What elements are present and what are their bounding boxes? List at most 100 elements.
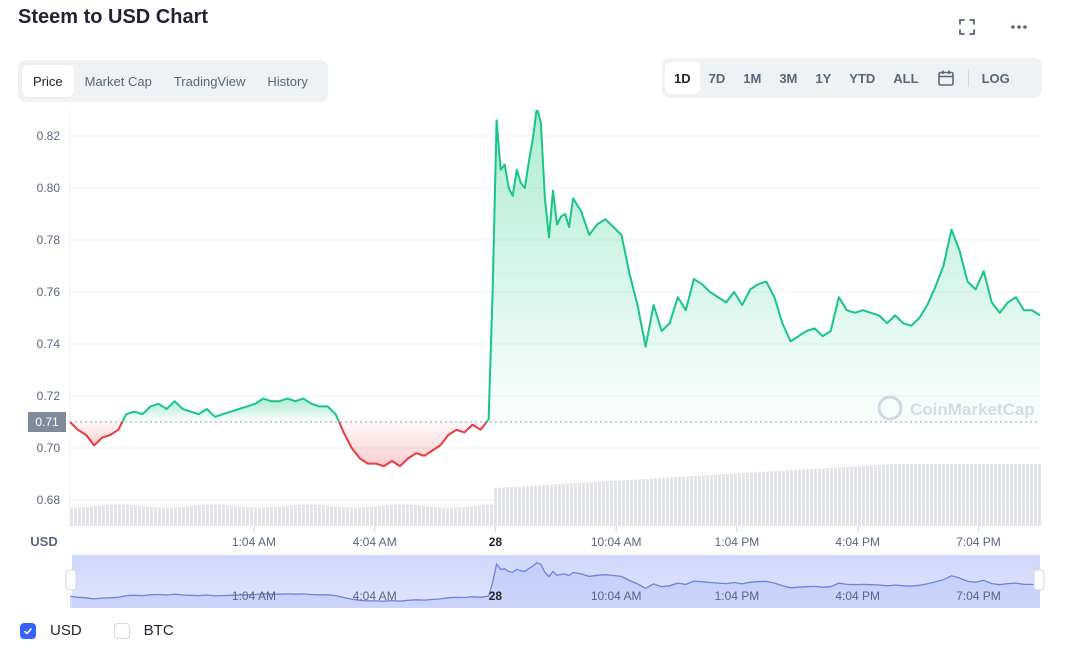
range-3m[interactable]: 3M (779, 70, 798, 86)
volume-bar (182, 506, 185, 526)
volume-bar (634, 479, 637, 526)
volume-bar (306, 504, 309, 526)
volume-bar (698, 475, 701, 526)
calendar-icon[interactable] (928, 62, 964, 94)
volume-bar (774, 471, 777, 526)
volume-bar (190, 505, 193, 526)
x-tick-label: 1:04 AM (232, 535, 276, 549)
volume-bar (482, 505, 485, 526)
volume-bar (402, 504, 405, 526)
checkbox-checked-icon[interactable] (20, 622, 36, 639)
fullscreen-icon[interactable] (954, 14, 980, 40)
legend-btc[interactable]: BTC (113, 622, 174, 639)
volume-bar (102, 505, 105, 526)
volume-bar (610, 480, 613, 526)
volume-bar (962, 464, 965, 526)
y-tick-label: 0.70 (37, 441, 61, 455)
volume-bar (914, 464, 917, 526)
navigator-handle-left[interactable] (65, 569, 77, 591)
volume-bar (106, 504, 109, 526)
volume-bar (918, 464, 921, 526)
watermark-text: CoinMarketCap (910, 400, 1035, 419)
volume-bar (570, 483, 573, 526)
coinmarketcap-logo-icon (877, 395, 903, 421)
range-divider (967, 69, 969, 87)
volume-bar (950, 464, 953, 526)
range-all[interactable]: ALL (893, 70, 919, 86)
volume-bar (338, 506, 341, 526)
volume-bar (438, 507, 441, 526)
checkbox-unchecked-icon[interactable] (113, 622, 130, 639)
volume-bar (286, 505, 289, 526)
navigator-area (70, 562, 1040, 608)
navigator-tick-label: 4:04 PM (835, 589, 880, 603)
volume-bar (326, 505, 329, 526)
time-range-selector: 1D 7D 1M 3M 1Y YTD ALL LOG (662, 58, 1042, 98)
range-7d[interactable]: 7D (708, 70, 726, 86)
range-ytd[interactable]: YTD (849, 70, 876, 86)
log-scale-toggle[interactable]: LOG (981, 70, 1010, 86)
volume-bar (422, 505, 425, 526)
volume-bar (1038, 464, 1041, 526)
volume-bar (982, 464, 985, 526)
volume-bar (206, 504, 209, 526)
volume-bar (322, 505, 325, 526)
more-icon[interactable] (1006, 14, 1032, 40)
page-title: Steem to USD Chart (18, 6, 209, 28)
tab-price[interactable]: Price (22, 65, 74, 97)
volume-bar (82, 507, 85, 526)
range-1d[interactable]: 1D (665, 62, 700, 94)
volume-bar (986, 464, 989, 526)
volume-bar (558, 484, 561, 526)
volume-bar (74, 507, 77, 526)
y-axis-unit: USD (30, 534, 57, 549)
volume-bar (382, 505, 385, 526)
tab-market-cap[interactable]: Market Cap (84, 73, 152, 89)
volume-bar (142, 506, 145, 526)
range-1m[interactable]: 1M (743, 70, 762, 86)
volume-bar (514, 486, 517, 526)
volume-bar (946, 464, 949, 526)
volume-bar (650, 478, 653, 526)
volume-bar (842, 467, 845, 526)
volume-bar (626, 479, 629, 526)
volume-bar (854, 466, 857, 526)
volume-bar (478, 505, 481, 526)
range-1y[interactable]: 1Y (815, 70, 832, 86)
volume-bar (682, 476, 685, 526)
volume-bar (442, 507, 445, 526)
volume-bar (674, 477, 677, 526)
volume-bar (714, 474, 717, 526)
volume-bar (434, 506, 437, 526)
volume-bar (614, 480, 617, 526)
volume-bar (934, 464, 937, 526)
line-down (69, 421, 124, 447)
navigator-handle-right[interactable] (1033, 569, 1045, 591)
volume-bar (978, 464, 981, 526)
volume-bar (342, 507, 345, 526)
volume-bar (554, 484, 557, 526)
volume-bar (490, 504, 493, 526)
volume-bar (566, 483, 569, 526)
volume-bar (118, 504, 121, 526)
volume-bar (970, 464, 973, 526)
volume-bar (874, 465, 877, 526)
volume-bar (174, 507, 177, 526)
volume-bar (658, 478, 661, 526)
volume-bar (822, 468, 825, 526)
volume-bar (770, 471, 773, 526)
volume-bar (170, 507, 173, 526)
volume-bar (798, 469, 801, 526)
legend-usd[interactable]: USD (20, 622, 82, 639)
volume-bar (790, 470, 793, 526)
volume-bar (1010, 464, 1013, 526)
volume-bar (726, 473, 729, 526)
tab-tradingview[interactable]: TradingView (173, 73, 246, 89)
volume-bar (546, 484, 549, 526)
volume-bar (318, 504, 321, 526)
volume-bar (898, 464, 901, 526)
tab-history[interactable]: History (267, 73, 308, 89)
volume-bar (426, 506, 429, 526)
volume-bar (926, 464, 929, 526)
volume-bar (158, 507, 161, 526)
